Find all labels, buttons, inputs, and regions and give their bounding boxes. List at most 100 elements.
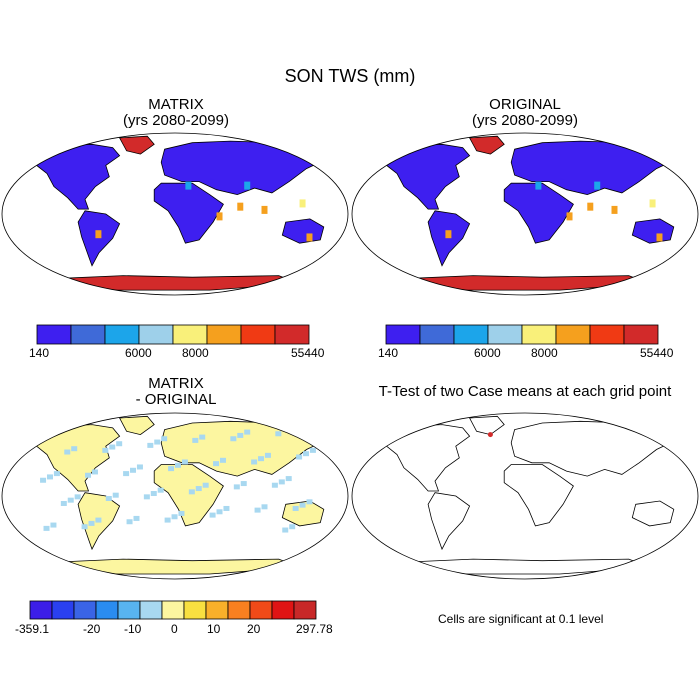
grid-cell-0 (535, 181, 542, 190)
continent-greenland (468, 135, 505, 155)
diff-cell-15 (296, 454, 303, 460)
diff-cell-64 (202, 482, 209, 488)
cb1-label-55440: 55440 (291, 346, 325, 360)
colorbar-difference-box-2 (73, 600, 97, 620)
cb3-label-20: 20 (247, 622, 261, 636)
panel-title-matrix: MATRIX (yrs 2080-2099) (56, 97, 296, 129)
diff-cell-56 (285, 476, 292, 482)
diff-cell-43 (282, 527, 289, 533)
map-border-2 (1, 412, 349, 580)
diff-cell-18 (126, 519, 133, 525)
cb3-label-neg359: -359.1 (15, 622, 50, 636)
diff-cell-35 (88, 520, 95, 526)
diff-cell-8 (230, 436, 237, 442)
map-panel-2 (1, 412, 349, 580)
colorbar-original-box-6 (589, 324, 625, 345)
grid-cell-0 (185, 181, 192, 190)
panel-title-original-line1: ORIGINAL (489, 96, 561, 113)
colorbar-difference-box-8 (205, 600, 229, 620)
continent-africa (503, 182, 574, 244)
colorbar-difference-box-12 (293, 600, 317, 620)
diff-cell-41 (303, 451, 310, 457)
grid-cell-1 (587, 202, 594, 211)
colorbar-original-box-0 (385, 324, 421, 345)
diff-cell-45 (261, 504, 268, 510)
colorbar-matrix-box-7 (274, 324, 310, 345)
diff-cell-62 (223, 505, 230, 511)
colorbar-difference-box-1 (51, 600, 75, 620)
cb2-label-6000: 6000 (474, 346, 501, 360)
colorbar-matrix-box-2 (104, 324, 140, 345)
colorbar-difference-box-5 (139, 600, 163, 620)
colorbar-difference-box-0 (29, 600, 53, 620)
diff-cell-42 (154, 439, 161, 445)
colorbar-difference-box-11 (271, 600, 295, 620)
diff-cell-36 (216, 509, 223, 515)
diff-cell-9 (81, 524, 88, 530)
diff-cell-10 (209, 512, 216, 518)
grid-cell-7 (244, 181, 251, 190)
diff-cell-29 (150, 491, 157, 497)
diff-cell-30 (278, 479, 285, 485)
colorbar-matrix-box-4 (172, 324, 208, 345)
diff-cell-28 (299, 502, 306, 508)
diff-cell-63 (74, 494, 81, 500)
panel-title-matrix-line1: MATRIX (148, 96, 204, 113)
continent-namerica (375, 424, 471, 492)
diff-cell-60 (244, 429, 251, 435)
diff-cell-22 (85, 472, 92, 478)
colorbar-matrix-box-6 (240, 324, 276, 345)
diff-cell-1 (164, 517, 171, 523)
diff-cell-25 (192, 437, 199, 443)
grid-cell-6 (299, 199, 306, 208)
diff-cell-39 (46, 474, 53, 480)
continent-australia (631, 500, 675, 527)
diff-cell-27 (171, 514, 178, 520)
diff-cell-53 (178, 510, 185, 516)
diff-cell-38 (195, 486, 202, 492)
panel-title-difference-line2: - ORIGINAL (135, 391, 217, 408)
diff-cell-12 (188, 489, 195, 495)
diff-cell-69 (289, 524, 296, 530)
colorbar-original-box-4 (521, 324, 557, 345)
panel-title-original: ORIGINAL (yrs 2080-2099) (405, 97, 645, 129)
diff-cell-17 (275, 431, 282, 437)
map-panel-0 (1, 132, 349, 296)
diff-cell-48 (91, 469, 98, 475)
grid-cell-4 (306, 233, 313, 242)
diff-cell-26 (43, 525, 50, 531)
colorbar-difference-box-9 (227, 600, 251, 620)
map-border-3 (351, 412, 699, 580)
diff-cell-3 (143, 494, 150, 500)
colorbar-matrix-box-5 (206, 324, 242, 345)
diff-cell-16 (147, 442, 154, 448)
colorbar-original-box-1 (419, 324, 455, 345)
continent-samerica (77, 210, 121, 267)
diff-cell-44 (133, 515, 140, 521)
diff-cell-66 (181, 459, 188, 465)
continent-greenland (118, 415, 155, 436)
diff-cell-11 (60, 500, 67, 506)
continent-africa (503, 464, 574, 527)
cb3-label-neg20: -20 (83, 622, 101, 636)
continent-samerica (427, 492, 471, 551)
diff-cell-57 (136, 464, 143, 470)
colorbar-original-box-5 (555, 324, 591, 345)
colorbar-difference-box-3 (95, 600, 119, 620)
panel-title-difference-line1: MATRIX (148, 375, 204, 392)
cb1-label-6000: 6000 (125, 346, 152, 360)
panel-title-difference: MATRIX - ORIGINAL (56, 376, 296, 408)
colorbar-original (385, 324, 659, 345)
colorbar-difference-box-6 (161, 600, 185, 620)
cb2-label-8000: 8000 (531, 346, 558, 360)
ttest-note: Cells are significant at 0.1 level (438, 612, 604, 626)
cb3-label-0: 0 (171, 622, 178, 636)
diff-cell-68 (161, 436, 168, 442)
diff-cell-65 (53, 471, 60, 477)
diff-cell-19 (254, 507, 261, 513)
continent-namerica (25, 143, 121, 210)
grid-cell-4 (656, 233, 663, 242)
continent-namerica (375, 143, 471, 210)
diff-cell-21 (233, 484, 240, 490)
grid-cell-7 (594, 181, 601, 190)
